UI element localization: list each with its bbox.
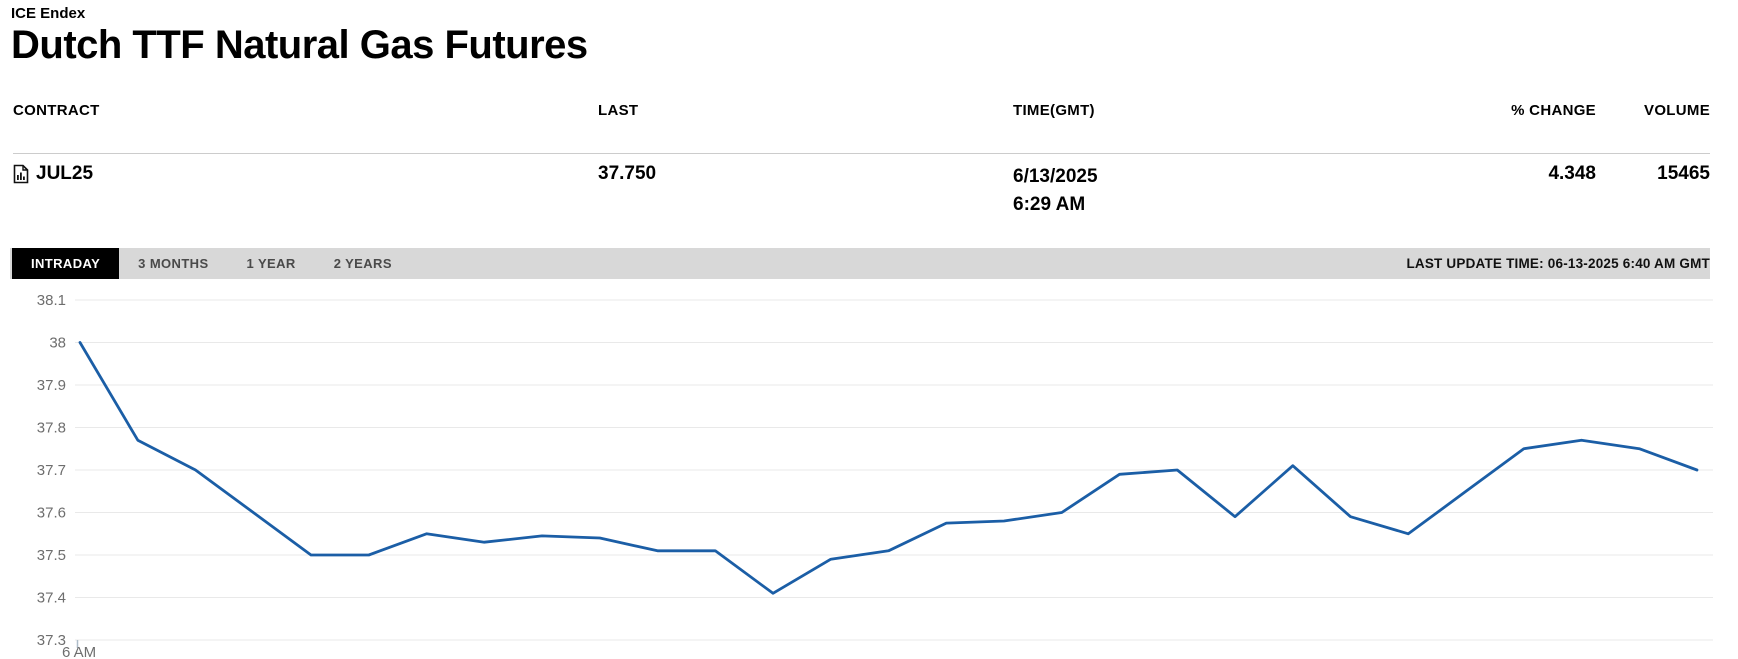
price-line [78,341,1699,595]
column-header-last: LAST [598,102,639,119]
tab-3-months[interactable]: 3 MONTHS [138,256,209,271]
y-axis-label: 37.8 [37,420,66,437]
y-axis-label: 37.4 [37,590,66,607]
quote-time: 6:29 AM [1013,194,1086,215]
y-axis-label: 37.9 [37,377,66,394]
column-header-contract: CONTRACT [13,102,100,119]
y-axis-label: 38.1 [37,292,66,309]
quote-table: CONTRACT LAST TIME(GMT) % CHANGE VOLUME … [13,102,1710,219]
tab-2-years[interactable]: 2 YEARS [333,256,392,271]
exchange-label: ICE Endex [11,5,86,22]
intraday-chart: 38.1 38 37.9 37.8 37.7 37.6 37.5 37.4 37.3 6 AM [0,280,1738,659]
quote-table-header-row: CONTRACT LAST TIME(GMT) % CHANGE VOLUME [13,102,1710,153]
chart-range-tabbar: INTRADAY 3 MONTHS 1 YEAR 2 YEARS LAST UP… [10,248,1710,279]
y-axis-label: 37.3 [37,632,66,649]
column-header-time-gmt: TIME(GMT) [1013,102,1095,119]
tab-1-year[interactable]: 1 YEAR [246,256,296,271]
y-axis-label: 37.5 [37,547,66,564]
time-cell: 6/13/2025 6:29 AM [1013,153,1496,219]
contract-link[interactable]: JUL25 [36,163,94,184]
tab-intraday[interactable]: INTRADAY [12,248,120,279]
y-axis-label: 37.7 [37,462,66,479]
y-axis-label: 38 [49,335,66,352]
x-axis-label: 6 AM [62,644,96,659]
volume-cell: 15465 [1596,153,1710,185]
price-chart-canvas: 38.1 38 37.9 37.8 37.7 37.6 37.5 37.4 37.36 AM [37,292,1713,659]
quote-table-data-row: JUL25 37.750 6/13/2025 6:29 AM 4.348 154… [13,153,1710,219]
last-price-cell: 37.750 [598,153,1013,185]
page-header: ICE Endex Dutch TTF Natural Gas Futures [11,4,588,67]
chart-document-icon [13,164,29,184]
column-header-pct-change: % CHANGE [1511,102,1596,119]
pct-change-cell: 4.348 [1496,153,1596,185]
quote-date: 6/13/2025 [1013,166,1098,187]
last-update-text: LAST UPDATE TIME: 06-13-2025 6:40 AM GMT [1406,256,1710,271]
contract-cell: JUL25 [13,153,598,185]
column-header-volume: VOLUME [1644,102,1710,119]
y-axis-label: 37.6 [37,505,66,522]
page-title: Dutch TTF Natural Gas Futures [11,23,588,67]
